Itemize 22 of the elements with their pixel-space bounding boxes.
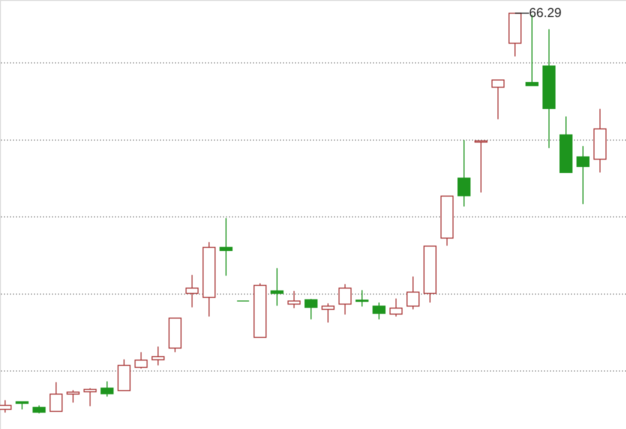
candlestick — [50, 382, 63, 412]
candlestick — [356, 290, 369, 308]
annotation: 66.29 — [529, 5, 562, 20]
candlestick — [322, 302, 335, 324]
candlestick — [390, 298, 403, 318]
candlestick — [66, 390, 80, 404]
candlestick — [220, 218, 233, 276]
candlestick — [474, 140, 488, 193]
candlestick — [186, 274, 199, 308]
candlestick — [152, 346, 165, 366]
candlestick — [84, 388, 97, 407]
candlestick — [458, 140, 471, 207]
candlestick — [372, 302, 386, 320]
candlestick — [134, 352, 148, 370]
candlestick — [576, 146, 590, 205]
candlestick — [100, 380, 114, 398]
candlestick — [492, 80, 505, 120]
candlestick — [270, 268, 284, 306]
candlestick — [288, 290, 301, 309]
candlestick — [406, 276, 420, 310]
candlestick — [338, 284, 352, 316]
candlestick — [304, 298, 318, 320]
